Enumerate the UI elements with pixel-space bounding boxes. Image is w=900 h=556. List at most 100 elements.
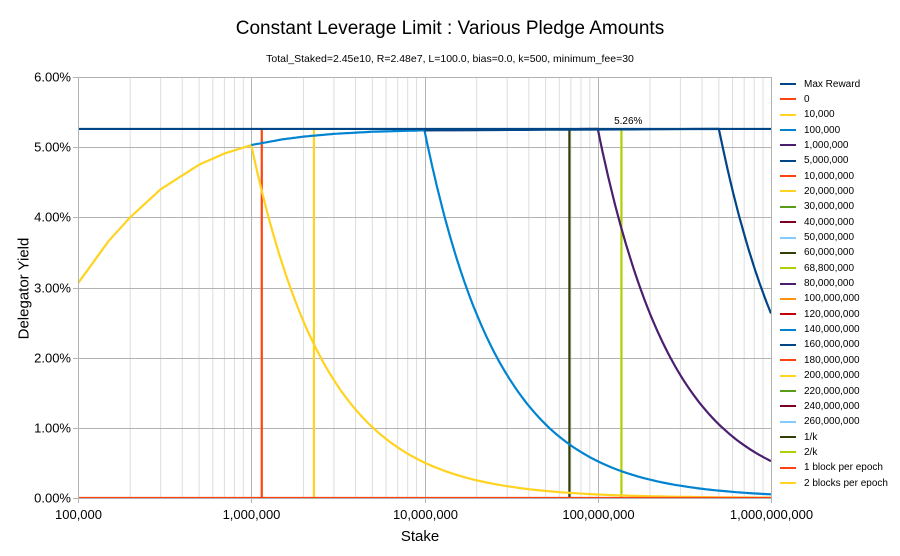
x-tick-label: 100,000,000 — [562, 507, 634, 522]
legend-label: 0 — [804, 93, 810, 105]
legend-item: Max Reward — [780, 77, 860, 91]
legend-item: 120,000,000 — [780, 307, 860, 321]
legend-swatch — [780, 405, 796, 408]
legend-item: 1 block per epoch — [780, 461, 883, 475]
legend-swatch — [780, 129, 796, 132]
legend-item: 30,000,000 — [780, 200, 854, 214]
legend-label: 200,000,000 — [804, 370, 860, 382]
y-tick-label: 3.00% — [34, 281, 71, 296]
legend-item: 200,000,000 — [780, 369, 860, 383]
legend-swatch — [780, 359, 796, 362]
legend-swatch — [780, 297, 796, 300]
max-yield-annotation: 5.26% — [614, 116, 642, 127]
legend-item: 240,000,000 — [780, 399, 860, 413]
y-tick-label: 4.00% — [34, 210, 71, 225]
legend-swatch — [780, 251, 796, 254]
legend-item: 100,000,000 — [780, 292, 860, 306]
legend-item: 10,000,000 — [780, 169, 854, 183]
legend-label: 40,000,000 — [804, 216, 855, 228]
legend-swatch — [780, 113, 796, 116]
legend-label: 5,000,000 — [804, 155, 849, 167]
y-tick-label: 6.00% — [34, 70, 71, 85]
legend-swatch — [780, 205, 796, 208]
series-line-1-000-000 — [424, 127, 771, 463]
legend-item: 68,800,000 — [780, 261, 854, 275]
legend-label: 60,000,000 — [804, 247, 855, 259]
legend-label: Max Reward — [804, 78, 861, 90]
legend-item: 20,000,000 — [780, 184, 854, 198]
legend-label: 2 blocks per epoch — [804, 477, 888, 489]
legend-item: 0 — [780, 92, 810, 106]
legend-swatch — [780, 175, 796, 178]
legend-label: 140,000,000 — [804, 324, 860, 336]
legend-item: 50,000,000 — [780, 231, 854, 245]
x-tick-label: 10,000,000 — [393, 507, 458, 522]
legend-swatch — [780, 420, 796, 423]
legend-item: 40,000,000 — [780, 215, 854, 229]
legend-swatch — [780, 390, 796, 392]
legend-swatch — [780, 282, 796, 285]
legend-item: 5,000,000 — [780, 154, 849, 168]
legend-item: 80,000,000 — [780, 277, 854, 291]
legend-label: 120,000,000 — [804, 308, 860, 320]
legend-swatch — [780, 98, 796, 101]
legend-swatch — [780, 83, 796, 85]
legend-label: 220,000,000 — [804, 385, 860, 397]
legend-label: 1 block per epoch — [804, 462, 883, 474]
legend-item: 100,000 — [780, 123, 840, 137]
chart-subtitle: Total_Staked=2.45e10, R=2.48e7, L=100.0,… — [266, 53, 634, 65]
legend-swatch — [780, 482, 796, 485]
legend-label: 100,000,000 — [804, 293, 860, 305]
legend-item: 140,000,000 — [780, 323, 860, 337]
legend-item: 220,000,000 — [780, 384, 860, 398]
legend-item: 180,000,000 — [780, 353, 860, 367]
x-axis-label: Stake — [400, 528, 440, 545]
y-tick-label: 0.00% — [34, 491, 71, 506]
legend-label: 10,000,000 — [804, 170, 855, 182]
legend-item: 1/k — [780, 430, 817, 444]
x-tick-label: 100,000 — [55, 507, 102, 522]
plot-border — [78, 77, 772, 499]
legend-label: 180,000,000 — [804, 354, 860, 366]
legend-swatch — [780, 374, 796, 377]
legend-swatch — [780, 267, 796, 270]
legend-label: 10,000 — [804, 109, 835, 121]
legend-swatch — [780, 436, 796, 439]
legend-label: 240,000,000 — [804, 400, 860, 412]
legend-item: 2/k — [780, 445, 817, 459]
legend-swatch — [780, 221, 796, 224]
legend-item: 2 blocks per epoch — [780, 476, 888, 490]
legend-swatch — [780, 190, 796, 193]
legend-swatch — [780, 466, 796, 469]
legend-label: 100,000 — [804, 124, 841, 136]
legend-label: 80,000,000 — [804, 278, 855, 290]
legend-label: 50,000,000 — [804, 232, 855, 243]
y-tick-label: 5.00% — [34, 140, 71, 155]
legend-swatch — [780, 159, 796, 162]
series-line-100-000 — [251, 129, 771, 496]
y-tick-label: 1.00% — [34, 421, 71, 436]
legend-label: 2/k — [804, 446, 818, 458]
legend-item: 1,000,000 — [780, 138, 849, 152]
legend-swatch — [780, 236, 796, 239]
legend-item: 60,000,000 — [780, 246, 854, 260]
x-tick-label: 1,000,000 — [223, 507, 281, 522]
legend-swatch — [780, 343, 796, 346]
legend-item: 160,000,000 — [780, 338, 860, 352]
legend-swatch — [780, 451, 796, 454]
legend-label: 1/k — [804, 431, 818, 443]
legend-label: 30,000,000 — [804, 201, 855, 213]
legend-item: 10,000 — [780, 108, 835, 122]
legend-label: 20,000,000 — [804, 185, 855, 197]
y-axis-label: Delegator Yield — [15, 237, 33, 340]
legend-label: 260,000,000 — [804, 416, 860, 428]
x-tick-label: 1,000,000,000 — [730, 507, 813, 522]
legend-swatch — [780, 328, 796, 331]
legend-item: 260,000,000 — [780, 415, 860, 429]
y-tick-label: 2.00% — [34, 351, 71, 366]
legend-swatch — [780, 144, 796, 147]
legend-label: 1,000,000 — [804, 139, 849, 151]
legend-label: 160,000,000 — [804, 339, 860, 351]
legend-label: 68,800,000 — [804, 262, 855, 274]
